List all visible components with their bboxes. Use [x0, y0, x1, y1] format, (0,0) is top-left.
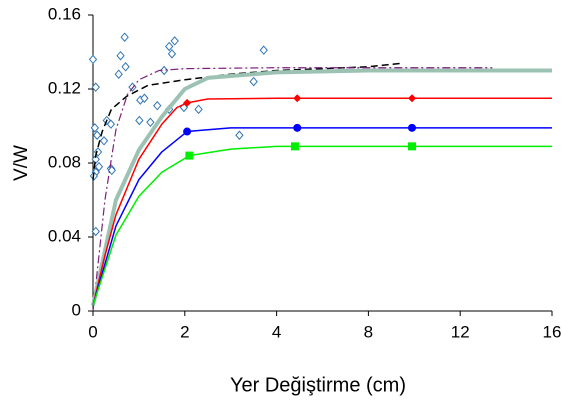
- scatter-point: [91, 154, 100, 165]
- scatter-point: [167, 49, 177, 59]
- scatter-point: [107, 165, 116, 176]
- y-tick-label: 0.08: [48, 152, 81, 171]
- scatter-point: [92, 130, 102, 141]
- scatter-point: [235, 130, 244, 141]
- scatter-point: [165, 41, 174, 52]
- scatter-point: [88, 54, 98, 65]
- scatter-point: [91, 82, 100, 92]
- scatter-point: [90, 123, 100, 133]
- scatter-point: [194, 104, 203, 115]
- x-tick-label: 12: [451, 322, 470, 341]
- line: [92, 97, 552, 306]
- scatter-point: [114, 69, 123, 79]
- x-tick-label: 0: [88, 322, 97, 341]
- x-tick-label: 2: [180, 322, 189, 341]
- scatter-point: [159, 65, 169, 76]
- y-tick-label: 0.16: [48, 4, 81, 23]
- scatter-point: [146, 117, 155, 128]
- y-axis-title: V/W: [11, 145, 32, 181]
- line: [91, 68, 552, 306]
- line: [92, 62, 403, 180]
- scatter-point: [120, 32, 129, 42]
- scatter-point: [94, 161, 104, 172]
- scatter-point: [153, 100, 162, 111]
- scatter-point: [259, 45, 268, 55]
- scatter-point: [170, 36, 179, 46]
- y-tick-label: 0: [72, 300, 81, 319]
- scatter-point: [106, 119, 116, 129]
- marker: [185, 151, 194, 160]
- marker: [293, 94, 302, 103]
- x-tick-label: 4: [272, 322, 281, 341]
- marker: [408, 123, 417, 132]
- marker: [408, 94, 417, 103]
- scatter-point: [91, 226, 100, 237]
- marker: [183, 98, 192, 107]
- x-tick-label: 16: [543, 322, 562, 341]
- x-axis-title: Yer Değiştirme (cm): [230, 374, 406, 396]
- marker: [293, 123, 302, 132]
- scatter-point: [249, 76, 258, 87]
- marker: [290, 142, 299, 151]
- scatter-point: [99, 136, 109, 146]
- y-tick-label: 0.04: [48, 226, 81, 245]
- x-tick-label: 8: [364, 322, 373, 341]
- scatter-point: [140, 93, 149, 104]
- scatter-point: [121, 62, 130, 72]
- line: [92, 145, 552, 306]
- marker: [408, 142, 417, 151]
- scatter-point: [135, 115, 144, 126]
- line: [92, 67, 493, 312]
- line: [92, 127, 552, 306]
- scatter-point: [116, 50, 125, 61]
- marker: [183, 127, 192, 136]
- y-tick-label: 0.12: [48, 78, 81, 97]
